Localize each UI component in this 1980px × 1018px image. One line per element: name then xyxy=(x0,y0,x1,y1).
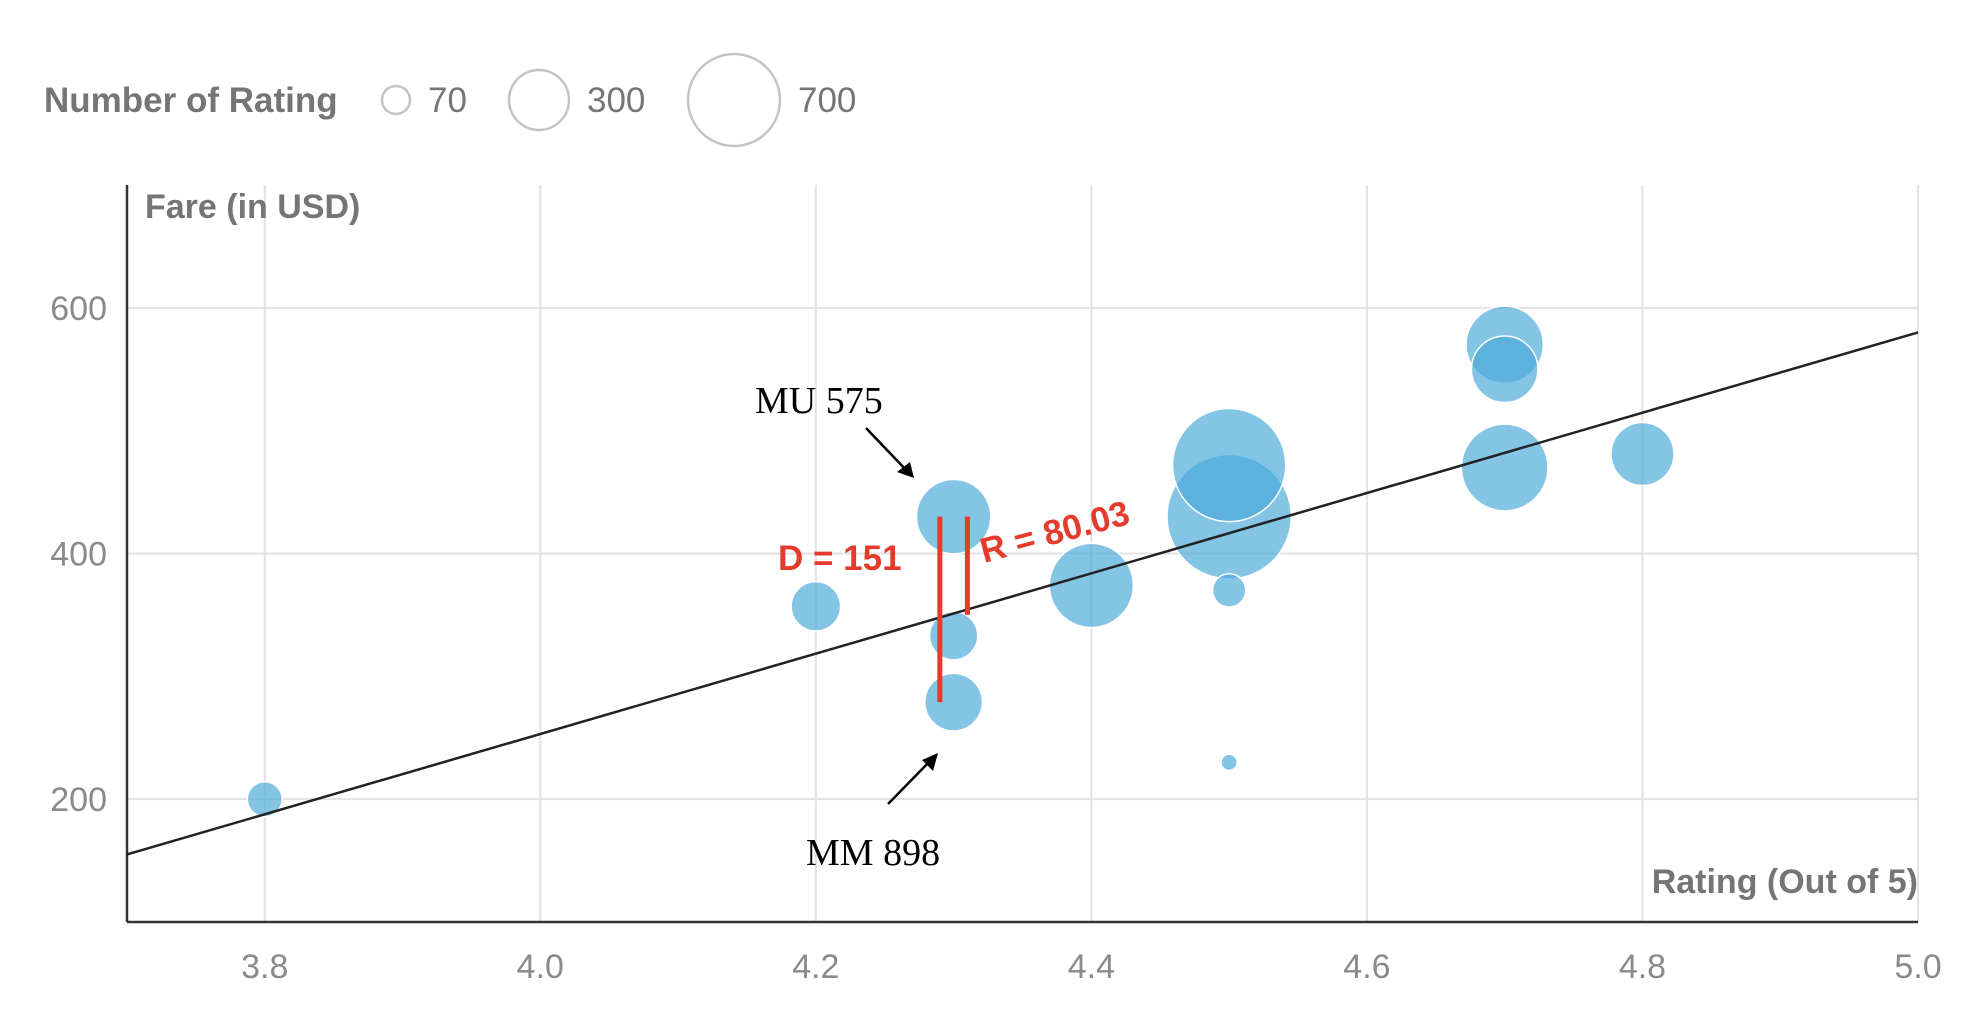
annotation-mu575-arrowhead xyxy=(897,462,914,478)
x-tick-label: 4.2 xyxy=(792,948,839,986)
bubble xyxy=(1211,572,1247,608)
x-axis-title: Rating (Out of 5) xyxy=(1652,863,1918,901)
y-tick-label: 400 xyxy=(50,536,107,574)
annotation-mm898: MM 898 xyxy=(806,832,940,874)
bubble xyxy=(1610,421,1675,487)
y-tick-labels: 200 400 600 xyxy=(50,290,107,819)
distance-label: D = 151 xyxy=(778,539,902,578)
legend: Number of Rating 70 300 700 xyxy=(44,52,856,148)
y-tick-label: 200 xyxy=(50,781,107,819)
x-tick-label: 4.8 xyxy=(1619,948,1666,986)
legend-label-small: 70 xyxy=(428,81,467,120)
annotation-mu575-arrow-line xyxy=(865,427,909,473)
legend-label-large: 700 xyxy=(798,81,856,120)
y-axis-title: Fare (in USD) xyxy=(145,188,360,226)
x-tick-label: 4.4 xyxy=(1068,948,1115,986)
gridlines xyxy=(127,185,1919,922)
trend-line xyxy=(126,331,1919,856)
legend-label-medium: 300 xyxy=(587,81,645,120)
annotation-mm898-arrow-line xyxy=(887,759,932,805)
legend-circle-medium xyxy=(507,68,571,132)
x-tick-label: 4.0 xyxy=(517,948,564,986)
bubble xyxy=(1470,335,1539,404)
bubble xyxy=(790,580,842,632)
legend-circle-large xyxy=(686,52,782,148)
x-tick-labels: 3.8 4.0 4.2 4.4 4.6 4.8 5.0 xyxy=(241,948,1941,986)
bubble xyxy=(246,780,283,818)
bubble xyxy=(1171,407,1287,523)
bubble xyxy=(1460,423,1549,512)
annotation-mu575: MU 575 xyxy=(755,380,883,422)
bubble xyxy=(1048,542,1135,629)
bubble xyxy=(924,672,984,732)
bubbles xyxy=(246,305,1675,818)
bubble xyxy=(915,478,992,555)
x-tick-label: 4.6 xyxy=(1343,948,1390,986)
annotation-mm898-arrowhead xyxy=(922,753,938,771)
x-tick-label: 3.8 xyxy=(241,948,288,986)
x-tick-label: 5.0 xyxy=(1894,948,1941,986)
axes xyxy=(125,185,1918,924)
bubble xyxy=(1220,753,1239,772)
legend-circle-small xyxy=(380,84,412,116)
y-tick-label: 600 xyxy=(50,290,107,328)
legend-title: Number of Rating xyxy=(44,81,338,120)
